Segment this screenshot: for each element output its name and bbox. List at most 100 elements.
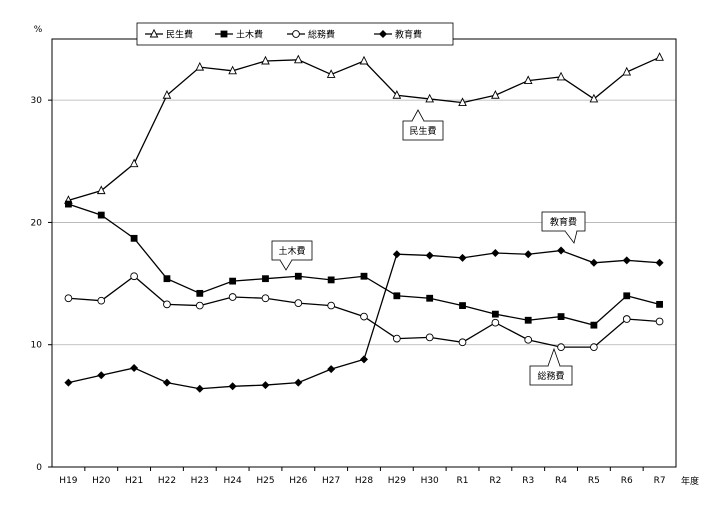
data-point <box>491 310 499 318</box>
data-point <box>524 316 532 324</box>
data-point <box>655 258 664 267</box>
legend-marker <box>220 30 228 38</box>
data-point <box>491 249 500 257</box>
x-tick-label: R6 <box>621 476 633 486</box>
x-tick-label: H30 <box>421 476 439 486</box>
data-point <box>623 292 631 300</box>
data-point <box>261 381 270 390</box>
callout-minsei: 民生費 <box>402 109 444 141</box>
data-point <box>294 378 303 387</box>
data-point <box>228 293 237 301</box>
legend-marker <box>379 30 387 38</box>
data-point <box>622 315 631 323</box>
data-point <box>524 250 533 259</box>
y-tick-label: 10 <box>31 341 43 351</box>
data-point <box>426 294 434 302</box>
y-tick-label: 30 <box>31 96 43 106</box>
data-point <box>655 52 664 61</box>
data-point <box>229 277 237 285</box>
data-point <box>130 234 138 242</box>
data-point <box>359 55 369 65</box>
series-triangle-open <box>64 52 664 204</box>
data-point <box>491 318 500 327</box>
callout-box <box>271 240 313 261</box>
data-point <box>459 302 466 309</box>
y-axis-label: % <box>34 25 43 35</box>
data-point <box>556 71 566 81</box>
x-tick-label: R3 <box>522 476 534 486</box>
data-point <box>195 61 205 71</box>
callout-somu: 総務費 <box>529 347 573 386</box>
callout-label: 民生費 <box>409 125 436 137</box>
x-tick-label: R2 <box>489 476 501 486</box>
callout-box <box>541 211 586 232</box>
data-point <box>294 272 302 280</box>
data-point <box>622 256 631 265</box>
x-tick-label: R7 <box>654 476 666 486</box>
callout-pointer <box>411 109 425 122</box>
data-point <box>360 355 368 364</box>
series-circle-open <box>64 272 664 352</box>
series-line <box>68 275 660 348</box>
callout-label: 土木費 <box>278 245 305 257</box>
data-point <box>557 343 565 352</box>
data-point <box>163 300 171 309</box>
series-lines <box>64 52 664 393</box>
legend-item: 土木費 <box>215 29 263 41</box>
axes: 0 10 20 30% H19 H20 H21 H22 H23 H24 H25 H26 H27 H28 H2… <box>31 25 699 487</box>
callout-pointer <box>279 259 293 271</box>
data-point <box>458 97 467 107</box>
data-point <box>261 294 270 303</box>
data-point <box>655 317 664 326</box>
data-point <box>393 292 401 300</box>
data-point <box>97 296 106 305</box>
legend-label: 土木費 <box>236 29 263 41</box>
data-point <box>327 365 336 374</box>
x-tick-label: H19 <box>59 476 77 486</box>
legend-label: 総務費 <box>308 29 335 41</box>
callout-label: 総務費 <box>537 370 564 382</box>
data-point <box>195 301 204 310</box>
callout-pointer <box>547 347 561 367</box>
data-point <box>96 185 106 195</box>
data-point <box>65 200 72 208</box>
data-point <box>589 258 598 267</box>
legend: 民生費 土木費 総務費 教育費 <box>136 22 454 46</box>
data-point <box>557 246 566 255</box>
data-point <box>129 158 139 168</box>
data-point <box>327 301 336 310</box>
data-point <box>228 382 237 391</box>
data-point <box>130 272 138 281</box>
data-point <box>326 69 336 78</box>
data-point <box>261 55 270 65</box>
legend-item: 総務費 <box>287 29 335 41</box>
data-point <box>360 272 368 280</box>
data-point <box>228 65 237 75</box>
data-point <box>491 90 500 99</box>
x-tick-label: R5 <box>588 476 600 486</box>
data-point <box>64 378 73 387</box>
data-point <box>163 275 171 283</box>
x-tick-label: H22 <box>158 476 176 486</box>
x-tick-label: R1 <box>457 476 469 486</box>
data-point <box>524 335 533 344</box>
data-point <box>293 54 303 64</box>
x-tick-label: H28 <box>355 476 373 486</box>
data-point <box>590 321 598 329</box>
data-point <box>162 90 172 99</box>
x-tick-label: H25 <box>256 476 274 486</box>
x-tick-label: H27 <box>322 476 340 486</box>
data-point <box>458 253 467 262</box>
data-point <box>262 275 269 283</box>
x-tick-label: H29 <box>388 476 406 486</box>
data-point <box>425 251 434 260</box>
legend-label: 教育費 <box>395 29 422 41</box>
series-line <box>68 56 660 202</box>
data-point <box>589 93 599 103</box>
x-tick-label: H20 <box>92 476 110 486</box>
x-axis-label: 年度 <box>681 475 699 487</box>
data-point <box>557 313 565 320</box>
legend-item: 民生費 <box>145 29 193 41</box>
legend-marker <box>292 30 300 38</box>
data-point <box>162 378 171 387</box>
